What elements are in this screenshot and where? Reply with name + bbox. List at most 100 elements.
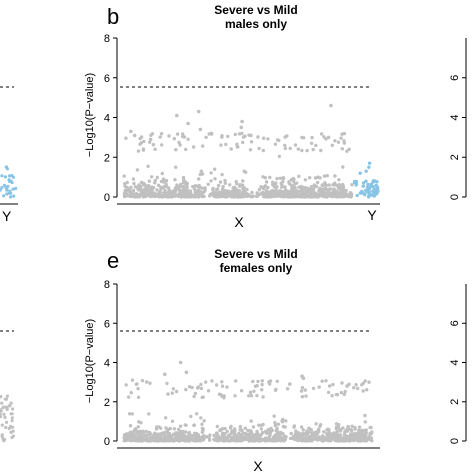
panel-b-point-x (243, 134, 247, 138)
panel-b-point-x (215, 194, 219, 198)
panel-e-point-x (272, 414, 276, 418)
panel-b-point-x (171, 189, 175, 193)
panel-b-point-y (366, 182, 370, 187)
panel-b-point-x (320, 193, 325, 197)
panel-b-point-x (148, 140, 152, 144)
panel-e-point-x (335, 392, 340, 397)
panel-b-point-x (197, 183, 201, 188)
panel-b-point-x (178, 184, 182, 189)
left-top-point (2, 183, 6, 187)
panel-e-point-x (294, 437, 298, 442)
left-bottom-point (4, 425, 8, 430)
panel-b-point-x (191, 194, 195, 198)
left-top-point (8, 174, 12, 178)
panel-b-point-y (358, 171, 362, 175)
panel-e-point-x (303, 388, 307, 392)
panel-b-point-x (330, 194, 334, 198)
panel-b-point-x (281, 176, 286, 180)
panel-e-point-x (349, 433, 353, 437)
panel-b-point-x (208, 192, 213, 197)
panel-b-point-x (340, 147, 344, 151)
left-bottom-point (5, 407, 9, 412)
panel-e-point-x (255, 393, 259, 398)
panel-e-point-x (368, 431, 372, 436)
panel-e-point-x (361, 438, 365, 443)
panel-e-point-x (283, 425, 287, 429)
panel-e-point-x (350, 437, 354, 441)
panel-e-point-x (149, 435, 153, 439)
panel-e-top-hit-point (301, 376, 306, 381)
panel-e-point-x (220, 380, 224, 384)
panel-b-point-x (158, 193, 162, 198)
panel-e-point-x (358, 439, 363, 443)
panel-e-point-x (234, 379, 238, 383)
panel-e-point-x (165, 381, 169, 386)
panel-e-point-x (273, 421, 277, 425)
panel-b-point-x (337, 183, 341, 187)
panel-b-point-x (202, 194, 206, 199)
panel-b-point-x (141, 147, 146, 151)
panel-b-point-x (346, 194, 351, 198)
panel-b-point-y (372, 187, 376, 191)
panel-b-point-y (374, 183, 378, 188)
panel-e-point-x (184, 430, 188, 434)
panel-e-point-x (136, 387, 140, 391)
panel-b-point-x (218, 180, 223, 184)
panel-b-point-x (164, 195, 169, 199)
panel-e-point-x (134, 435, 138, 439)
panel-b-top-hit-point (329, 103, 333, 108)
panel-b-point-x (238, 184, 242, 188)
panel-e-point-x (294, 434, 299, 438)
panel-b-y-tick-label: 2 (104, 152, 110, 164)
left-bottom-point (8, 424, 13, 428)
panel-e-point-x (157, 433, 162, 438)
panel-b-point-y (364, 188, 368, 193)
panel-e-point-x (180, 437, 185, 441)
left-bottom-point (10, 412, 14, 416)
panel-b-y-ticks: 0 2 4 6 8 (104, 33, 117, 204)
panel-e-point-x (301, 428, 305, 432)
panel-b-point-y (375, 188, 380, 192)
panel-b-point-x (196, 188, 201, 192)
panel-b-point-x (342, 131, 347, 136)
panel-b-point-x (294, 192, 298, 196)
panel-e-point-x (247, 432, 252, 437)
panel-e-point-x (326, 390, 331, 395)
left-top-point (12, 194, 16, 198)
panel-e-point-x (350, 424, 354, 428)
panel-e-point-x (237, 438, 241, 442)
panel-b-point-y (361, 181, 366, 185)
panel-e-point-x (334, 422, 339, 426)
panel-b-point-x (319, 148, 323, 153)
panel-b-point-x (181, 134, 185, 139)
panel-e-point-x (233, 394, 237, 398)
right-partial-panel: 0 0 2 2 4 4 6 6 (449, 38, 467, 444)
panel-b-point-y (374, 191, 379, 196)
panel-e-point-x (201, 427, 205, 431)
panel-e-point-x (281, 417, 285, 422)
panel-b-point-x (287, 195, 292, 199)
panel-e-point-x (123, 438, 128, 442)
panel-e-point-x (223, 426, 227, 431)
panel-e-point-x (256, 379, 260, 384)
panel-e-point-x (223, 439, 227, 443)
panel-b-point-x (319, 132, 324, 136)
panel-e-point-x (238, 434, 243, 439)
panel-b-point-x (266, 137, 270, 141)
panel-b-point-x (254, 194, 259, 199)
right-y-tick-label: 0 (449, 438, 461, 444)
panel-b-point-x (156, 183, 161, 187)
panel-e-point-x (294, 429, 298, 433)
left-top-point (0, 188, 2, 192)
panel-e-point-x (311, 386, 316, 391)
left-bottom-point (8, 404, 12, 408)
panel-e-point-x (273, 388, 278, 392)
panel-b-point-x (172, 137, 176, 141)
panel-b-point-x (150, 175, 154, 179)
panel-b-top-hit-point (132, 133, 137, 138)
panel-e-point-x (251, 425, 256, 429)
panel-b-point-x (314, 143, 318, 148)
panel-b-point-x (141, 189, 145, 194)
panel-b-point-x (261, 136, 266, 140)
panel-e-point-x (363, 420, 367, 424)
